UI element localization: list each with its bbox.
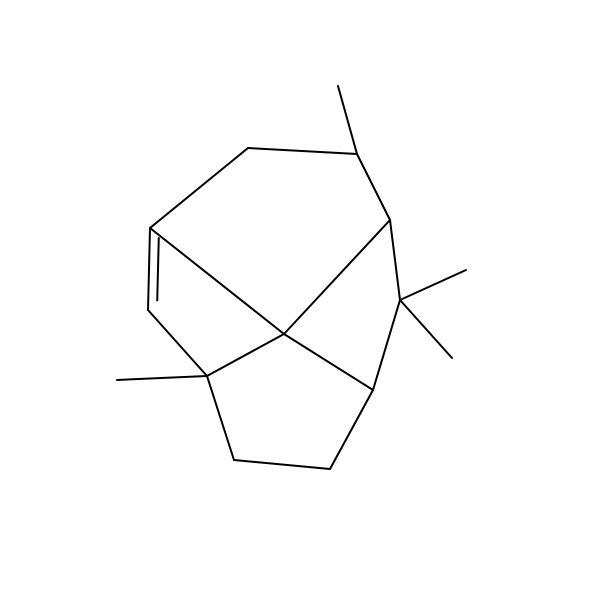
bond-line [148, 228, 150, 310]
bond-line [157, 238, 159, 300]
bond-line [373, 300, 400, 390]
bond-line [234, 460, 330, 469]
bond-line [248, 148, 357, 154]
bond-line [150, 228, 284, 334]
bond-line [284, 220, 390, 334]
bond-line [357, 154, 390, 220]
molecule-diagram [0, 0, 600, 600]
bond-line [400, 270, 466, 300]
bond-line [207, 334, 284, 376]
bond-line [148, 310, 207, 376]
bond-line [117, 376, 207, 380]
bond-line [390, 220, 400, 300]
bond-line [330, 390, 373, 469]
bond-line [150, 148, 248, 228]
bond-line [207, 376, 234, 460]
bond-line [338, 86, 357, 154]
bond-line [284, 334, 373, 390]
bond-line [400, 300, 452, 358]
